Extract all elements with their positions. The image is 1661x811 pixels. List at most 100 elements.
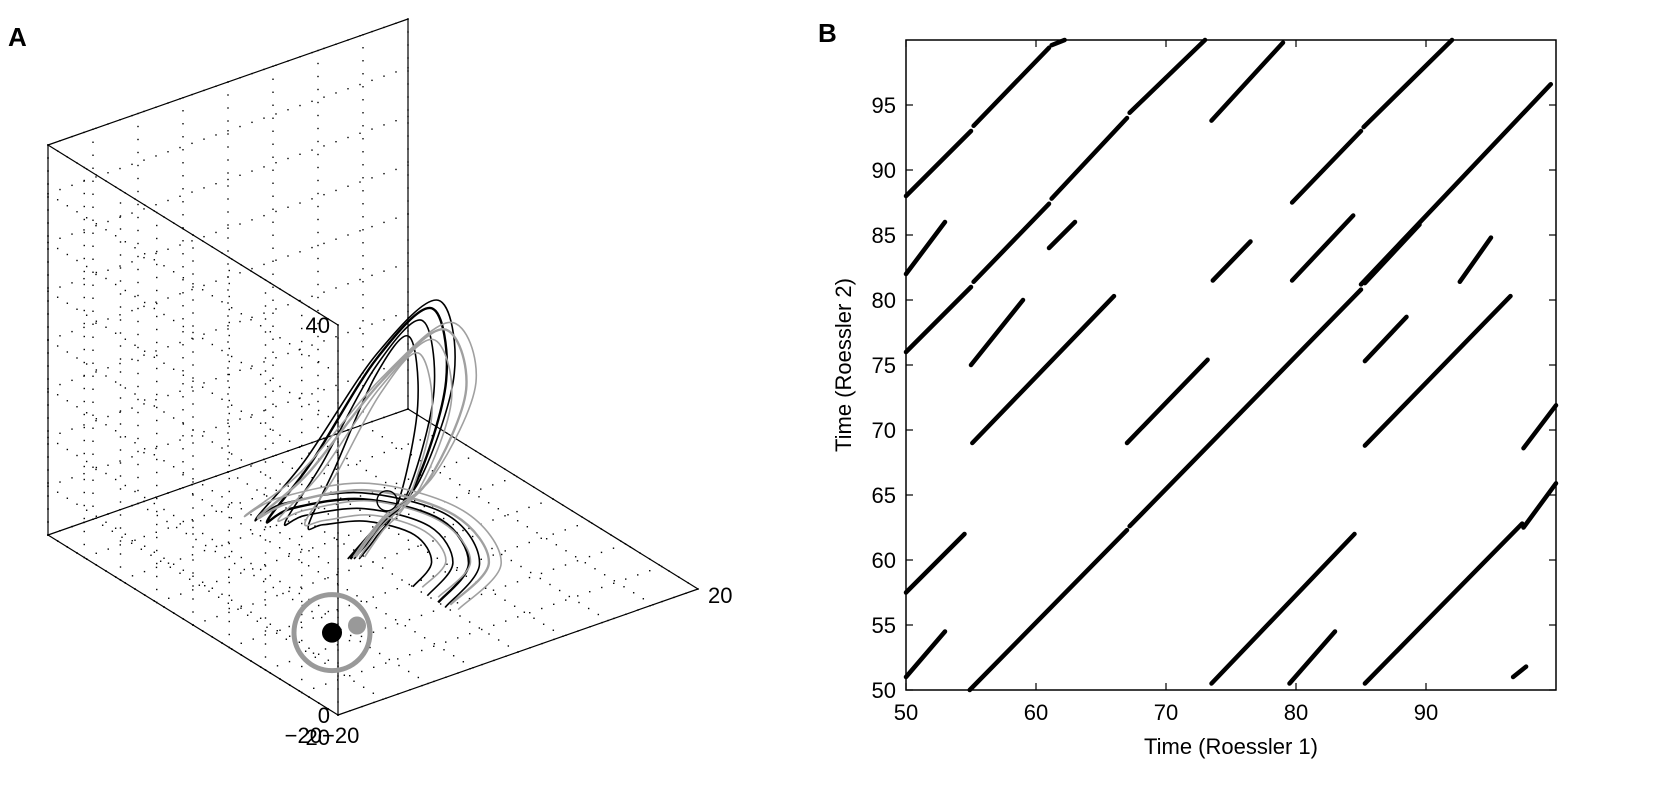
grid-dot: [516, 581, 519, 583]
grid-dot: [192, 247, 194, 249]
grid-dot: [541, 607, 543, 610]
grid-dot: [114, 283, 117, 286]
grid-dot: [228, 607, 230, 610]
grid-dot: [66, 351, 69, 353]
grid-dot: [227, 250, 229, 252]
grid-dot: [239, 223, 241, 225]
grid-dot: [76, 454, 78, 457]
grid-dot: [83, 309, 85, 312]
grid-dot: [66, 205, 69, 207]
recurrence-segment: [1287, 629, 1338, 686]
grid-dot: [317, 62, 319, 65]
y-axis-label: Time (Roessler 2): [831, 278, 856, 452]
grid-dot: [221, 447, 223, 449]
grid-dot: [272, 78, 274, 80]
grid-dot: [143, 403, 145, 405]
grid-dot: [134, 490, 136, 493]
grid-dot: [275, 489, 277, 491]
grid-dot: [362, 242, 364, 244]
grid-dot: [327, 562, 330, 564]
grid-dot: [282, 592, 284, 595]
grid-dot: [137, 281, 139, 284]
recurrence-segment: [1362, 314, 1409, 364]
grid-dot: [323, 96, 325, 98]
grid-dot: [92, 362, 94, 364]
grid-dot: [155, 301, 157, 303]
grid-dot: [211, 538, 214, 541]
grid-dot: [137, 229, 139, 232]
grid-dot: [468, 621, 471, 623]
grid-dot: [278, 547, 281, 549]
grid-dot: [317, 114, 319, 117]
grid-dot: [269, 541, 271, 543]
grid-dot: [623, 586, 625, 588]
grid-dot: [252, 603, 254, 605]
grid-dot: [182, 472, 185, 474]
grid-dot: [505, 620, 507, 622]
grid-dot: [182, 423, 185, 425]
grid-dot: [317, 653, 320, 655]
grid-dot: [343, 674, 346, 676]
grid-dot: [137, 450, 139, 453]
grid-dot: [256, 620, 259, 622]
grid-dot: [182, 227, 184, 229]
grid-dot: [504, 599, 506, 601]
grid-dot: [301, 639, 303, 642]
grid-dot: [335, 336, 337, 338]
grid-dot: [76, 308, 78, 310]
grid-dot: [311, 149, 313, 151]
grid-dot: [83, 218, 85, 221]
grid-dot: [272, 377, 274, 379]
grid-dot: [134, 539, 136, 541]
grid-dot: [215, 231, 217, 234]
grid-dot: [362, 320, 364, 322]
grid-dot: [263, 214, 265, 217]
grid-dot: [264, 526, 267, 528]
grid-dot: [153, 259, 156, 261]
grid-dot: [301, 600, 303, 603]
gray-point: [348, 616, 366, 635]
recurrence-segment: [903, 284, 974, 355]
grid-dot: [252, 638, 254, 640]
grid-dot: [191, 519, 193, 521]
grid-dot: [95, 420, 97, 422]
grid-dot: [251, 316, 253, 319]
trajectory-markers: [291, 490, 398, 674]
grid-dot: [264, 591, 267, 593]
grid-dot: [250, 319, 252, 321]
grid-dot: [201, 499, 204, 501]
grid-dot: [192, 575, 194, 577]
y-tick-label: 90: [872, 158, 896, 183]
grid-dot: [516, 546, 518, 548]
grid-dot: [172, 319, 175, 322]
grid-dot: [66, 400, 69, 402]
grid-dot: [192, 546, 194, 548]
grid-dot: [613, 580, 616, 582]
grid-dot: [83, 387, 85, 390]
grid-dot: [259, 325, 262, 327]
grid-dot: [462, 529, 464, 532]
grid-dot: [227, 341, 229, 343]
grid-dot: [71, 330, 73, 333]
grid-dot: [540, 537, 542, 539]
grid-dot: [269, 379, 272, 382]
grid-dot: [163, 313, 165, 316]
grid-dot: [192, 559, 194, 561]
grid-dot: [155, 399, 157, 401]
grid-dot: [227, 458, 229, 460]
grid-dot: [400, 448, 403, 450]
grid-dot: [359, 509, 361, 511]
grid-dot: [246, 614, 249, 616]
grid-dot: [76, 503, 78, 505]
grid-dot: [317, 361, 320, 363]
recurrence-segment: [1046, 219, 1078, 251]
grid-dot: [83, 348, 85, 351]
grid-dot: [407, 443, 409, 445]
grid-dot: [107, 172, 109, 174]
grid-dot: [264, 318, 267, 320]
grid-dot: [155, 252, 157, 255]
grid-dot: [182, 175, 184, 177]
trajectory-line: [243, 321, 502, 611]
